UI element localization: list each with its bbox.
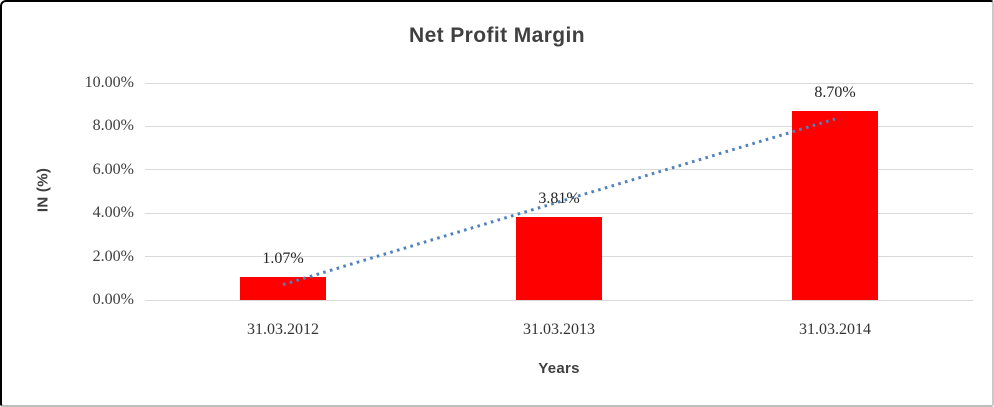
- y-tick-label: 2.00%: [92, 247, 134, 265]
- bar-value-label: 8.70%: [814, 84, 856, 102]
- gridline: [145, 125, 973, 127]
- gridline: [145, 299, 973, 301]
- x-tick-label: 31.03.2012: [247, 321, 319, 338]
- bar: [792, 111, 878, 300]
- x-tick-label: 31.03.2013: [523, 321, 595, 338]
- chart-title: Net Profit Margin: [409, 24, 585, 47]
- gridline: [145, 169, 973, 171]
- y-tick-label: 6.00%: [92, 160, 134, 178]
- y-tick-label: 10.00%: [84, 74, 134, 91]
- trendline: [282, 117, 836, 287]
- gridline: [145, 82, 973, 84]
- bar: [240, 276, 326, 300]
- gridline: [145, 212, 973, 214]
- y-tick-label: 4.00%: [92, 204, 134, 222]
- bar-value-label: 3.81%: [538, 190, 580, 208]
- bar: [516, 217, 602, 300]
- x-axis-title: Years: [538, 360, 580, 377]
- x-tick-label: 31.03.2014: [799, 321, 871, 338]
- bar-value-label: 1.07%: [262, 249, 304, 267]
- y-tick-label: 8.00%: [92, 117, 134, 135]
- y-tick-label: 0.00%: [92, 291, 134, 308]
- plot-area: 0.00% 2.00% 4.00% 6.00% 8.00% 10.00% 31.03.201…: [85, 74, 973, 338]
